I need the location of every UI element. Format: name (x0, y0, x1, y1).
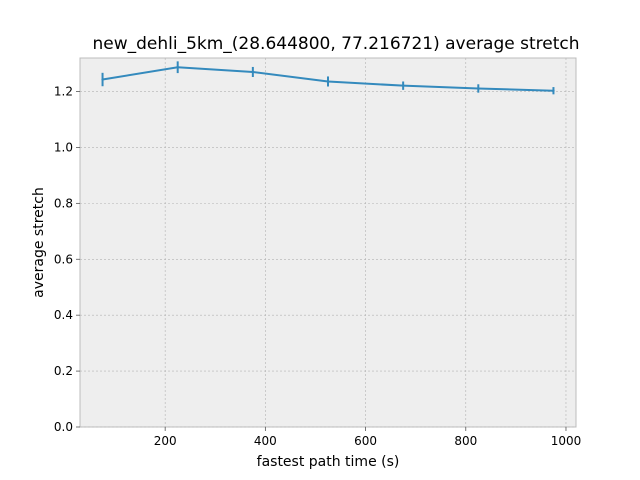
data-point (326, 80, 330, 83)
y-tick-label: 0.2 (54, 364, 73, 378)
data-point (552, 89, 555, 92)
data-point (101, 78, 104, 81)
x-tick-label: 800 (454, 434, 477, 448)
x-axis-label: fastest path time (s) (257, 454, 400, 470)
y-tick-label: 0.0 (54, 420, 73, 434)
y-tick-label: 0.4 (54, 308, 73, 322)
ticks: 200 400 600 800 1000 0.0 0.2 0.4 0.6 0.8 1.0 1.2 (54, 85, 581, 448)
x-tick-label: 1000 (551, 434, 582, 448)
y-tick-label: 1.0 (54, 140, 73, 154)
y-tick-label: 0.8 (54, 196, 73, 210)
grid (80, 58, 576, 428)
y-axis-label: average stretch (31, 187, 47, 298)
data-point (176, 66, 179, 69)
x-tick-label: 400 (254, 434, 277, 448)
data-point (401, 84, 405, 87)
y-tick-label: 1.2 (54, 85, 73, 99)
data-point (251, 70, 255, 74)
data-point (477, 87, 480, 90)
x-tick-label: 600 (354, 434, 377, 448)
chart-title: new_dehli_5km_(28.644800, 77.216721) ave… (92, 34, 579, 54)
series-layer (101, 61, 555, 95)
x-tick-label: 200 (154, 434, 177, 448)
y-tick-label: 0.6 (54, 252, 73, 266)
plot-area (79, 57, 577, 428)
